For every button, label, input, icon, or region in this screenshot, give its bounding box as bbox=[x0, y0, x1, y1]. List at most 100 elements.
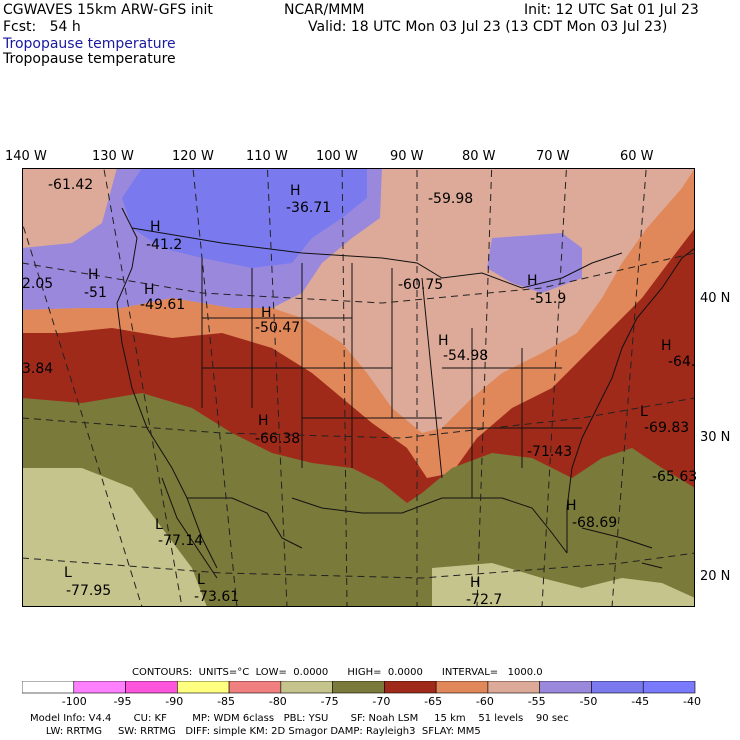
colorbar-tick-label: -80 bbox=[268, 695, 287, 708]
colorbar-tick-label: -85 bbox=[217, 695, 236, 708]
field-title: Tropopause temperature bbox=[3, 51, 176, 67]
colorbar-swatch bbox=[487, 681, 540, 694]
lon-label: 60 W bbox=[620, 149, 654, 164]
valid-time: Valid: 18 UTC Mon 03 Jul 23 (13 CDT Mon … bbox=[308, 19, 668, 35]
high-marker: H bbox=[261, 305, 272, 321]
colorbar-tick-label: -40 bbox=[683, 695, 701, 708]
gulf-coast bbox=[291, 497, 568, 554]
colorbar-swatch bbox=[384, 681, 437, 694]
high-marker: H bbox=[470, 575, 481, 591]
map-value: -77.95 bbox=[66, 583, 112, 599]
map-value: -60.75 bbox=[398, 277, 444, 293]
colorbar-tick-label: -95 bbox=[113, 695, 132, 708]
grid-lon bbox=[22, 168, 647, 607]
colorbar bbox=[22, 681, 696, 694]
band-minus75-gulf bbox=[432, 563, 695, 607]
map-value: -68.69 bbox=[572, 515, 618, 531]
map-value: -51 bbox=[84, 285, 107, 301]
field-title-blue: Tropopause temperature bbox=[3, 36, 176, 52]
forecast-hour: Fcst: 54 h bbox=[3, 19, 81, 35]
grid-lat bbox=[22, 252, 695, 579]
coastline-west bbox=[116, 207, 218, 569]
colorbar-tick-label: -70 bbox=[372, 695, 391, 708]
map-value: 3.84 bbox=[22, 361, 54, 377]
state-lines bbox=[201, 258, 582, 498]
map-value: 2.05 bbox=[22, 276, 54, 292]
tropopause-temperature-map bbox=[22, 168, 695, 607]
lon-label: 110 W bbox=[246, 149, 288, 164]
band-minus40-core bbox=[122, 168, 367, 268]
colorbar-swatch bbox=[73, 681, 126, 694]
model-title: CGWAVES 15km ARW-GFS init bbox=[3, 2, 213, 18]
map-value: -49.61 bbox=[140, 297, 186, 313]
map-value: -41.2 bbox=[146, 237, 183, 253]
high-marker: H bbox=[88, 267, 99, 283]
lat-label: 40 N bbox=[700, 291, 731, 306]
mexico-border bbox=[187, 497, 303, 549]
map-value: -66.38 bbox=[255, 431, 301, 447]
baja-coast bbox=[161, 477, 218, 579]
colorbar-swatch bbox=[332, 681, 385, 694]
physics-info: LW: RRTMG SW: RRTMG DIFF: simple KM: 2D … bbox=[30, 726, 481, 737]
colorbar-tick-label: -60 bbox=[475, 695, 494, 708]
map-value: -71.43 bbox=[527, 444, 573, 460]
lon-label: 70 W bbox=[536, 149, 570, 164]
map-value: -36.71 bbox=[286, 200, 332, 216]
high-marker: H bbox=[144, 282, 155, 298]
high-marker: H bbox=[290, 183, 301, 199]
band-minus75 bbox=[22, 468, 207, 607]
map-value: -65.63 bbox=[652, 469, 698, 485]
model-info: Model Info: V4.4 CU: KF MP: WDM 6class P… bbox=[30, 713, 569, 724]
institution-label: NCAR/MMM bbox=[284, 2, 365, 18]
colorbar-tick-label: -100 bbox=[61, 695, 87, 708]
colorbar-swatch bbox=[280, 681, 333, 694]
low-marker: L bbox=[64, 565, 72, 581]
colorbar-swatch bbox=[591, 681, 644, 694]
colorbar-tick-label: -65 bbox=[424, 695, 443, 708]
lon-label: 120 W bbox=[172, 149, 214, 164]
colorbar-tick-label: -50 bbox=[579, 695, 598, 708]
high-marker: H bbox=[258, 413, 269, 429]
low-marker: L bbox=[197, 572, 205, 588]
lon-label: 80 W bbox=[462, 149, 496, 164]
colorbar-swatch bbox=[177, 681, 230, 694]
colorbar-tick-label: -75 bbox=[320, 695, 339, 708]
colorbar-tick-label: -90 bbox=[165, 695, 184, 708]
low-marker: L bbox=[155, 517, 163, 533]
band-minus45-greatlakes bbox=[487, 233, 582, 293]
high-marker: H bbox=[661, 338, 672, 354]
canada-border bbox=[131, 227, 623, 289]
map-value: -64. bbox=[668, 354, 696, 370]
low-marker: L bbox=[640, 404, 648, 420]
map-value: -51.9 bbox=[530, 291, 567, 307]
map-value: -72.7 bbox=[466, 592, 503, 608]
colorbar-swatch bbox=[125, 681, 178, 694]
map-value: -73.61 bbox=[194, 589, 240, 605]
colorbar-tick-label: -45 bbox=[631, 695, 650, 708]
lon-label: 100 W bbox=[316, 149, 358, 164]
map-value: -77.14 bbox=[158, 533, 204, 549]
caribbean-islands bbox=[581, 527, 663, 569]
init-time: Init: 12 UTC Sat 01 Jul 23 bbox=[524, 2, 699, 18]
atlantic-coast bbox=[566, 247, 695, 553]
map-value: -50.47 bbox=[255, 320, 301, 336]
map-value: -61.42 bbox=[48, 177, 94, 193]
lat-label: 30 N bbox=[700, 430, 731, 445]
colorbar-tick-label: -55 bbox=[527, 695, 546, 708]
contours-info: CONTOURS: UNITS=°C LOW= 0.0000 HIGH= 0.0… bbox=[132, 667, 543, 678]
colorbar-swatch bbox=[228, 681, 282, 694]
map-value: -69.83 bbox=[644, 420, 690, 436]
colorbar-swatch bbox=[22, 681, 75, 694]
map-value: -54.98 bbox=[443, 348, 489, 364]
high-marker: H bbox=[566, 498, 577, 514]
high-marker: H bbox=[150, 219, 161, 235]
band-minus70 bbox=[22, 393, 695, 607]
lon-label: 90 W bbox=[390, 149, 424, 164]
map-value: -59.98 bbox=[428, 191, 474, 207]
high-marker: H bbox=[438, 333, 449, 349]
colorbar-swatch bbox=[642, 681, 696, 694]
lon-label: 140 W bbox=[5, 149, 47, 164]
colorbar-swatch bbox=[435, 681, 489, 694]
colorbar-swatch bbox=[539, 681, 592, 694]
lat-label: 20 N bbox=[700, 569, 731, 584]
